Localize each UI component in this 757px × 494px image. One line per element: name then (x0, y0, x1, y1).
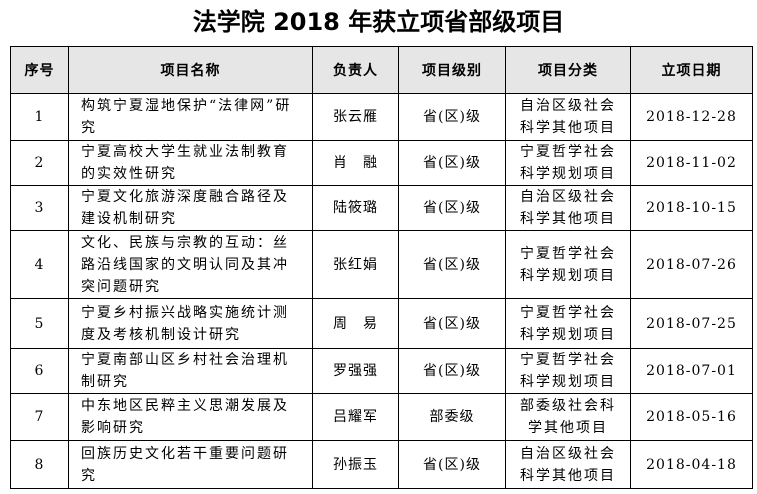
project-level: 省(区)级 (398, 93, 506, 141)
leader: 罗强强 (312, 348, 399, 394)
project-category: 自治区级社会科学其他项目 (505, 185, 631, 231)
row-number: 5 (10, 298, 69, 349)
header-cell: 项目名称 (68, 46, 313, 94)
leader: 吕耀军 (312, 393, 399, 441)
header-cell: 负责人 (312, 46, 399, 94)
project-level: 省(区)级 (398, 140, 506, 186)
table-row: 2 宁夏高校大学生就业法制教育的实效性研究肖 融省(区)级 宁夏哲学社会科学规划项目… (10, 140, 753, 186)
project-level: 省(区)级 (398, 230, 506, 299)
table-row: 7 中东地区民粹主义思潮发展及影响研究 吕耀军 部委级 部委级社会科学其他项目 2018-… (10, 393, 753, 441)
row-number: 8 (10, 440, 69, 489)
project-category: 宁夏哲学社会科学规划项目 (505, 230, 631, 299)
header-row: 序号 项目名称 负责人 项目级别 项目分类 立项日期 (10, 46, 753, 94)
project-level: 部委级 (398, 393, 506, 441)
row-number: 7 (10, 393, 69, 441)
row-number: 6 (10, 348, 69, 394)
approval-date: 2018-07-26 (630, 230, 753, 299)
table-body: 1 构筑宁夏湿地保护“法律网”研究 张云雁 省(区)级 自治区级社会科学其他项目 2018… (10, 93, 753, 489)
project-category: 自治区级社会科学其他项目 (505, 93, 631, 141)
header-cell: 项目分类 (505, 46, 631, 94)
table-row: 1 构筑宁夏湿地保护“法律网”研究 张云雁 省(区)级 自治区级社会科学其他项目 2018… (10, 93, 753, 141)
project-level: 省(区)级 (398, 440, 506, 489)
project-level: 省(区)级 (398, 298, 506, 349)
row-number: 2 (10, 140, 69, 186)
project-level: 省(区)级 (398, 185, 506, 231)
approval-date: 2018-10-15 (630, 185, 753, 231)
leader: 张红娟 (312, 230, 399, 299)
project-category: 部委级社会科学其他项目 (505, 393, 631, 441)
header-cell: 立项日期 (630, 46, 753, 94)
header-cell: 序号 (10, 46, 69, 94)
approval-date: 2018-07-01 (630, 348, 753, 394)
approval-date: 2018-11-02 (630, 140, 753, 186)
project-level: 省(区)级 (398, 348, 506, 394)
row-number: 1 (10, 93, 69, 141)
table-row: 4 文化、民族与宗教的互动：丝路沿线国家的文明认同及其冲突问题研究 张红娟 省(区)级… (10, 230, 753, 299)
approval-date: 2018-12-28 (630, 93, 753, 141)
approval-date: 2018-05-16 (630, 393, 753, 441)
row-number: 4 (10, 230, 69, 299)
project-name: 中东地区民粹主义思潮发展及影响研究 (68, 393, 313, 441)
table-header: 序号 项目名称 负责人 项目级别 项目分类 立项日期 (10, 46, 753, 94)
leader: 孙振玉 (312, 440, 399, 489)
project-name: 文化、民族与宗教的互动：丝路沿线国家的文明认同及其冲突问题研究 (68, 230, 313, 299)
table-row: 5 宁夏乡村振兴战略实施统计测度及考核机制设计研究周 易省(区)级 宁夏哲学社会科学… (10, 298, 753, 349)
project-category: 自治区级社会科学其他项目 (505, 440, 631, 489)
project-category: 宁夏哲学社会科学规划项目 (505, 348, 631, 394)
header-cell: 项目级别 (398, 46, 506, 94)
leader: 张云雁 (312, 93, 399, 141)
leader: 肖 融 (312, 140, 399, 186)
project-name: 宁夏南部山区乡村社会治理机制研究 (68, 348, 313, 394)
project-name: 构筑宁夏湿地保护“法律网”研究 (68, 93, 313, 141)
project-name: 宁夏文化旅游深度融合路径及建设机制研究 (68, 185, 313, 231)
project-category: 宁夏哲学社会科学规划项目 (505, 298, 631, 349)
table-row: 8 回族历史文化若干重要问题研究 孙振玉 省(区)级 自治区级社会科学其他项目 2018-… (10, 440, 753, 489)
leader: 周 易 (312, 298, 399, 349)
table-row: 6 宁夏南部山区乡村社会治理机制研究 罗强强 省(区)级 宁夏哲学社会科学规划项目 201… (10, 348, 753, 394)
leader: 陆筱璐 (312, 185, 399, 231)
approval-date: 2018-07-25 (630, 298, 753, 349)
project-category: 宁夏哲学社会科学规划项目 (505, 140, 631, 186)
project-name: 宁夏乡村振兴战略实施统计测度及考核机制设计研究 (68, 298, 313, 349)
project-table: 序号 项目名称 负责人 项目级别 项目分类 立项日期 1 构筑宁夏湿地保护“法律网”研究 张云… (10, 46, 753, 489)
page-title: 法学院 2018 年获立项省部级项目 (192, 8, 565, 36)
table-row: 3 宁夏文化旅游深度融合路径及建设机制研究 陆筱璐 省(区)级 自治区级社会科学其他项目… (10, 185, 753, 231)
project-name: 回族历史文化若干重要问题研究 (68, 440, 313, 489)
project-name: 宁夏高校大学生就业法制教育的实效性研究 (68, 140, 313, 186)
approval-date: 2018-04-18 (630, 440, 753, 489)
row-number: 3 (10, 185, 69, 231)
